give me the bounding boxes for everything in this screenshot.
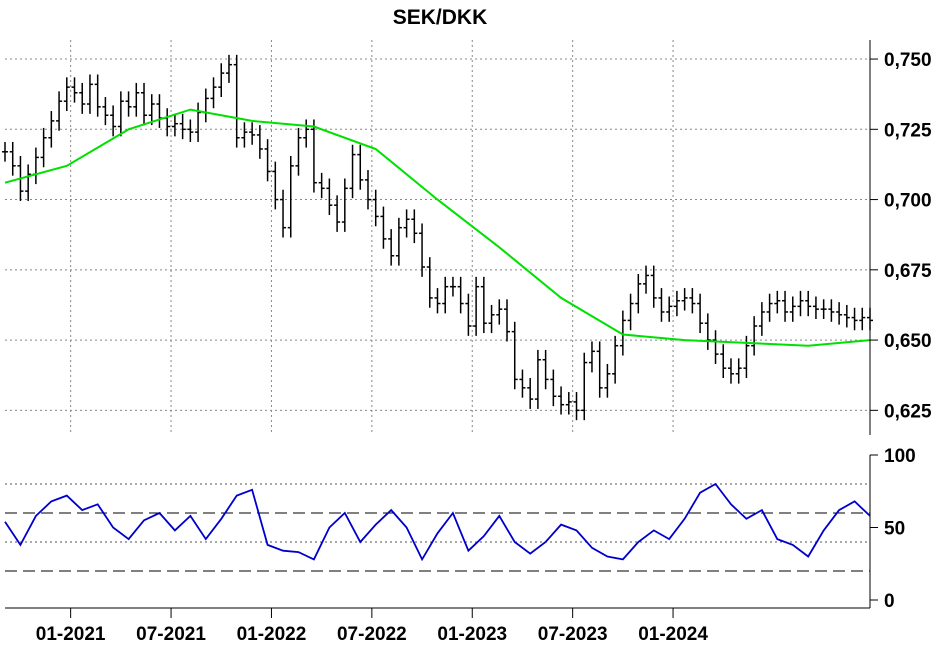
x-axis: 01-2021 07-2021 01-2022 07-2022 01-2023 07-20… [5,607,870,645]
price-tick-label: 0,725 [884,120,932,141]
price-tick-label: 0,625 [884,401,932,422]
x-tick-label: 07-2022 [337,624,407,645]
oscillator-tick-label: 50 [884,519,905,540]
oscillator-line [4,482,871,562]
price-moving-average [4,108,871,347]
oscillator-series-line [4,482,871,562]
price-tick-label: 0,650 [884,331,932,352]
x-tick-label: 01-2021 [36,624,106,645]
oscillator-tick-label: 100 [884,446,916,467]
oscillator-tick-label: 0 [884,591,895,612]
price-ohlc-bars [2,54,873,421]
x-tick-label: 07-2021 [136,624,206,645]
oscillator-reference-lines [5,483,870,572]
price-gridlines [5,40,870,435]
price-y-axis: 0,750 0,725 0,700 0,675 0,650 0,625 [869,40,932,435]
oscillator-y-axis: 100 50 0 [869,446,916,612]
price-tick-label: 0,750 [884,50,932,71]
x-tick-label: 01-2022 [237,624,307,645]
price-tick-label: 0,700 [884,191,932,212]
x-tick-label: 07-2023 [538,624,608,645]
chart-title: SEK/DKK [393,6,488,29]
moving-average-line [4,108,871,347]
x-tick-label: 01-2023 [437,624,507,645]
price-tick-label: 0,675 [884,261,932,282]
x-tick-label: 01-2024 [638,624,708,645]
